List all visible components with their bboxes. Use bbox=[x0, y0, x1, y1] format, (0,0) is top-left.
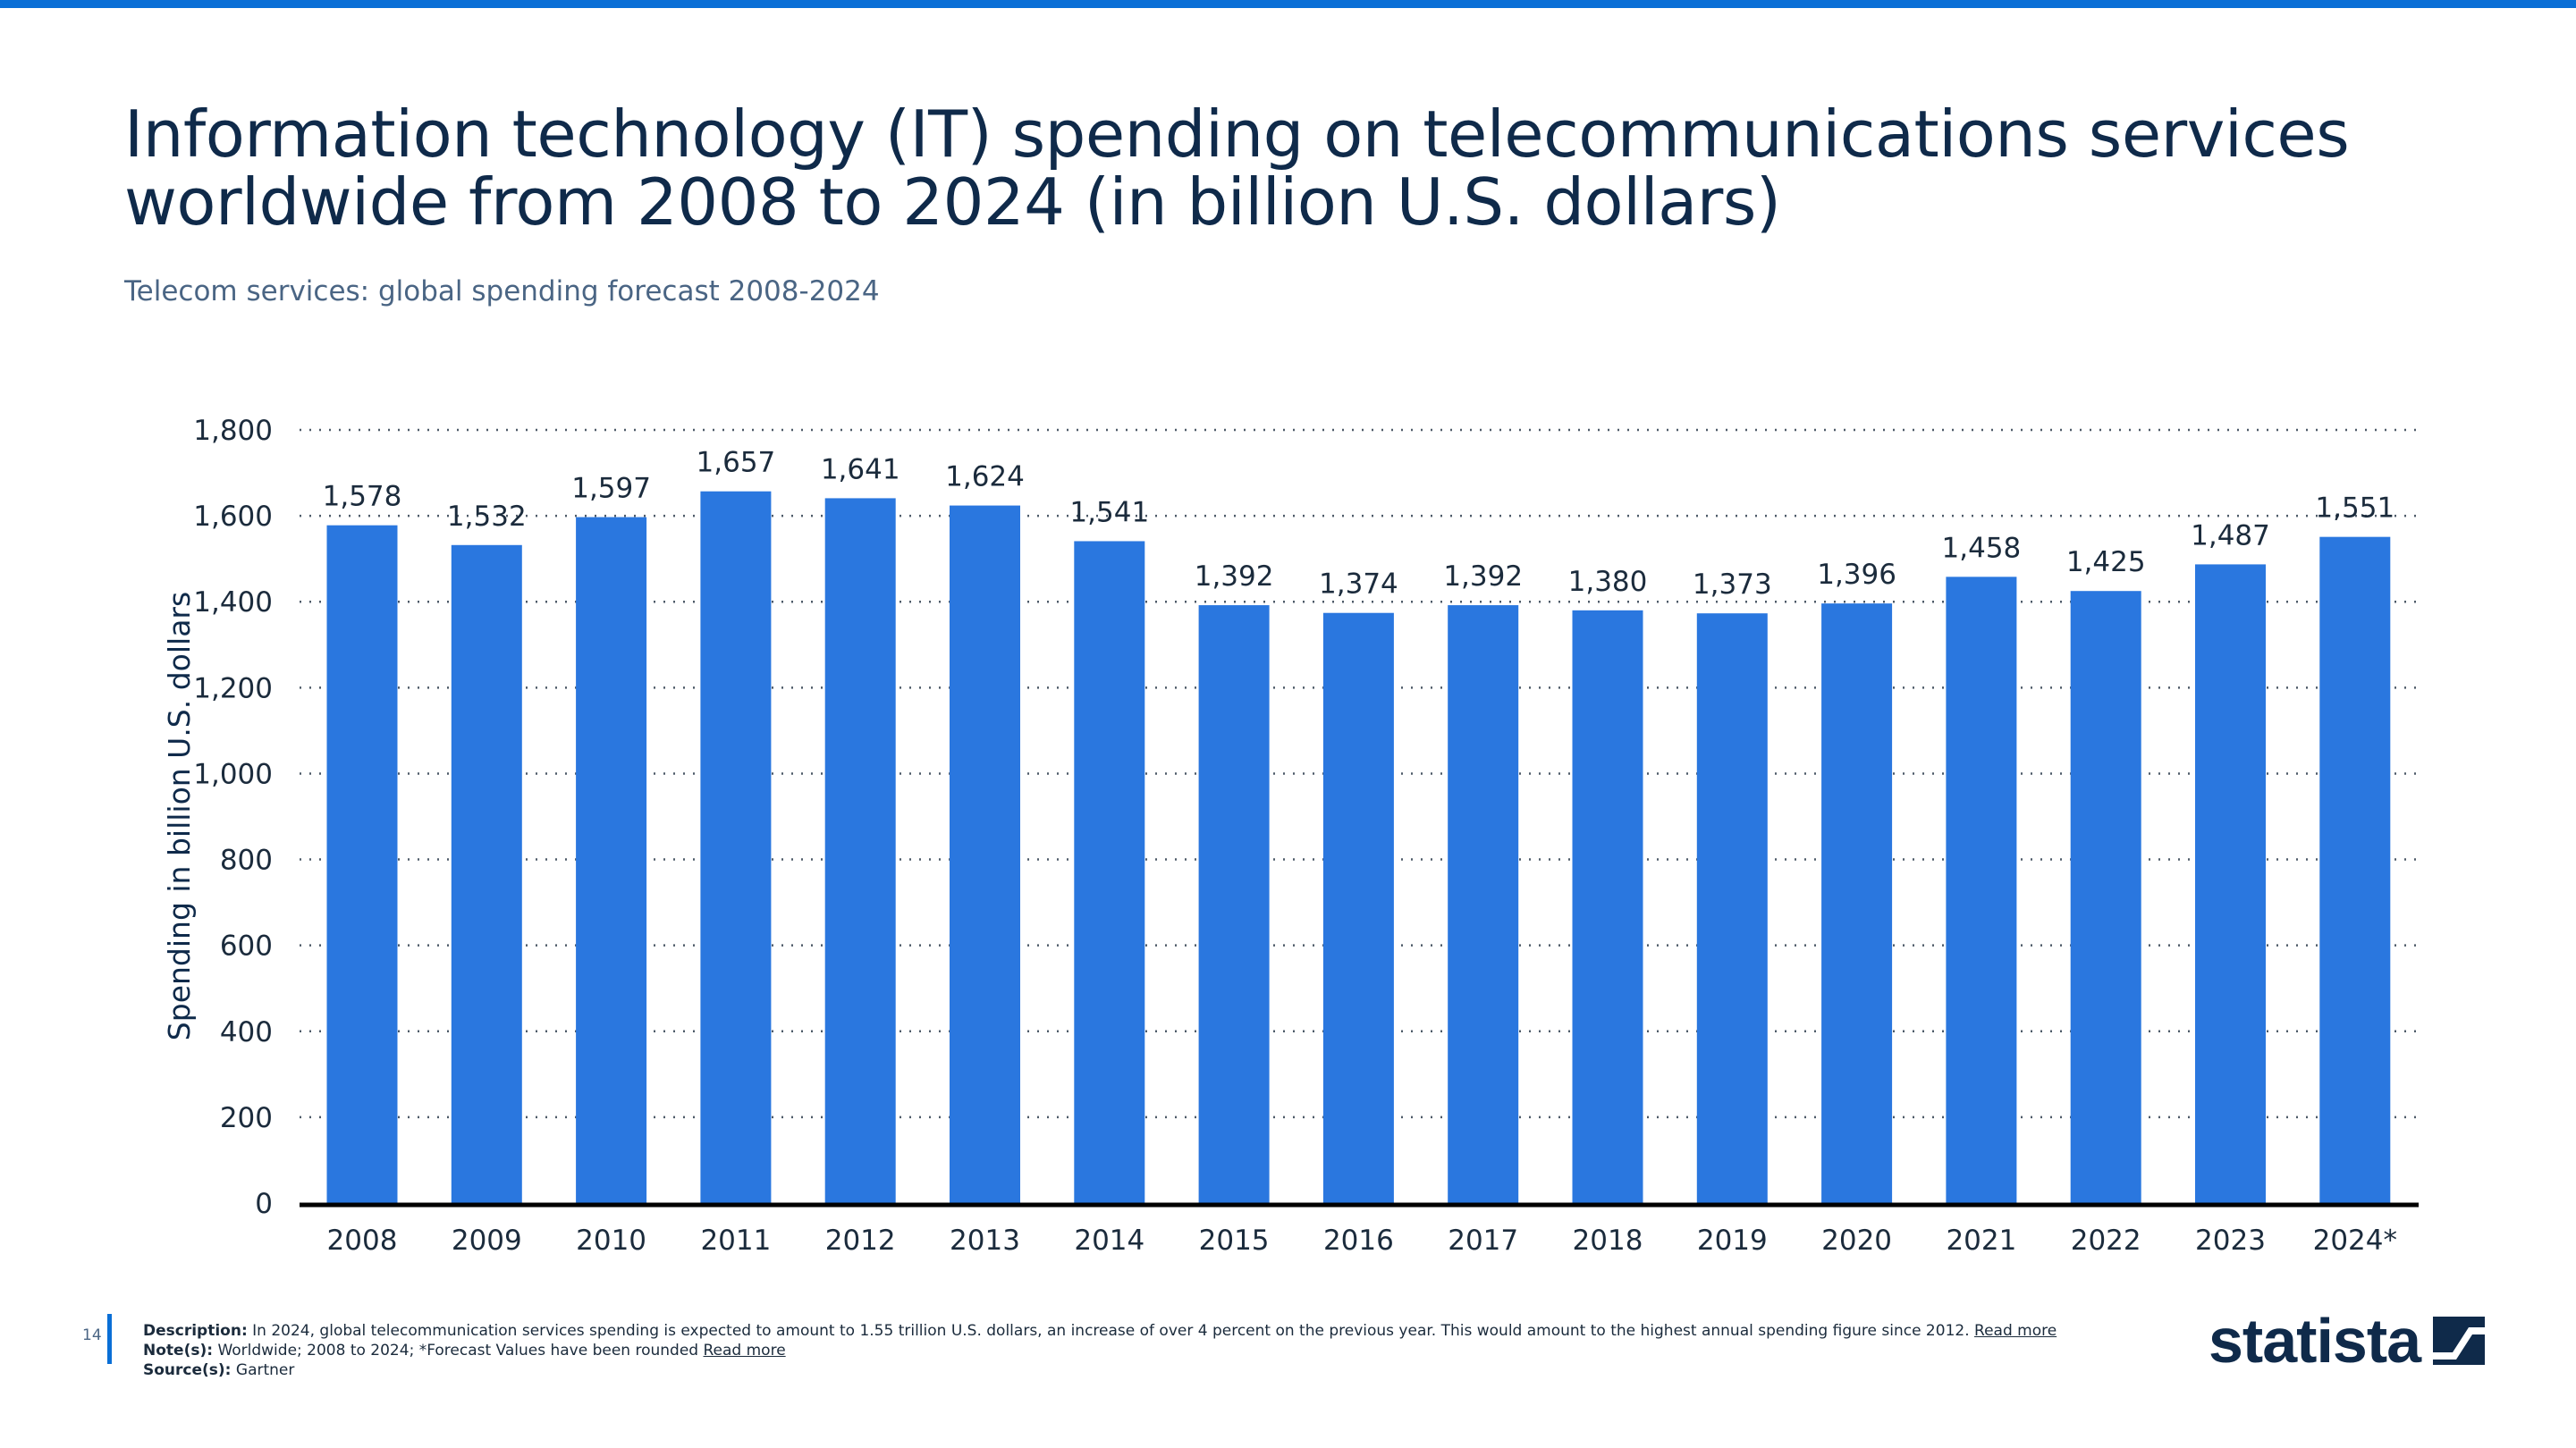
description-line: Description: In 2024, global telecommuni… bbox=[143, 1321, 2200, 1341]
x-tick-label: 2008 bbox=[327, 1225, 398, 1257]
x-tick-label: 2011 bbox=[700, 1225, 771, 1257]
page-number: 14 bbox=[82, 1326, 102, 1344]
y-tick-label: 1,400 bbox=[193, 586, 273, 619]
footer-notes: Description: In 2024, global telecommuni… bbox=[143, 1321, 2200, 1380]
y-tick-label: 200 bbox=[220, 1102, 273, 1134]
data-label: 1,392 bbox=[1195, 560, 1274, 593]
bar bbox=[1322, 612, 1394, 1203]
bar bbox=[1821, 603, 1893, 1203]
x-tick-label: 2022 bbox=[2071, 1225, 2141, 1257]
notes-text: Worldwide; 2008 to 2024; *Forecast Value… bbox=[217, 1342, 699, 1360]
bars bbox=[326, 491, 2391, 1203]
bar bbox=[950, 505, 1020, 1203]
data-label: 1,541 bbox=[1069, 496, 1149, 528]
x-tick-label: 2015 bbox=[1199, 1225, 1270, 1257]
data-label: 1,396 bbox=[1817, 559, 1896, 591]
page-accent-bar bbox=[107, 1314, 112, 1364]
bar bbox=[2070, 591, 2141, 1203]
data-label: 1,578 bbox=[323, 481, 402, 513]
bar bbox=[700, 491, 772, 1203]
x-tick-label: 2013 bbox=[950, 1225, 1020, 1257]
bar bbox=[576, 517, 647, 1203]
data-label: 1,532 bbox=[447, 501, 527, 533]
bar bbox=[1696, 613, 1768, 1203]
x-tick-label: 2017 bbox=[1448, 1225, 1518, 1257]
description-label: Description: bbox=[143, 1322, 248, 1340]
notes-read-more-link[interactable]: Read more bbox=[703, 1342, 786, 1360]
description-text: In 2024, global telecommunication servic… bbox=[252, 1322, 1970, 1340]
y-tick-label: 800 bbox=[220, 845, 273, 877]
top-accent-bar bbox=[0, 0, 2576, 8]
x-tick-label: 2009 bbox=[452, 1225, 522, 1257]
x-tick-label: 2019 bbox=[1697, 1225, 1768, 1257]
data-label: 1,373 bbox=[1693, 568, 1772, 601]
data-label: 1,657 bbox=[697, 447, 776, 479]
x-axis-ticks: 2008 2009 2010 2011 2012 2013 2014 2015 2016 2017… bbox=[327, 1225, 2397, 1257]
bar bbox=[1572, 610, 1643, 1203]
bar bbox=[824, 498, 896, 1203]
bar bbox=[326, 525, 398, 1203]
data-label: 1,425 bbox=[2066, 546, 2146, 578]
x-tick-label: 2020 bbox=[1821, 1225, 1892, 1257]
bar bbox=[451, 544, 522, 1203]
bar bbox=[1946, 577, 2017, 1203]
y-tick-label: 0 bbox=[255, 1188, 273, 1220]
y-tick-label: 1,200 bbox=[193, 672, 273, 704]
bar bbox=[1448, 605, 1519, 1203]
x-tick-label: 2018 bbox=[1573, 1225, 1643, 1257]
source-label: Source(s): bbox=[143, 1361, 232, 1379]
statista-logo: statista bbox=[2209, 1305, 2486, 1376]
y-tick-label: 1,000 bbox=[193, 758, 273, 790]
data-label: 1,380 bbox=[1568, 566, 1648, 598]
bar-chart: 0 200 400 600 800 1,000 1,200 1,400 1,600 1,800 1… bbox=[162, 415, 2419, 1257]
y-tick-label: 600 bbox=[220, 930, 273, 963]
x-tick-label: 2016 bbox=[1323, 1225, 1394, 1257]
x-tick-label: 2023 bbox=[2195, 1225, 2266, 1257]
statista-logo-text: statista bbox=[2209, 1306, 2421, 1376]
bar bbox=[1198, 605, 1270, 1203]
data-label: 1,641 bbox=[821, 453, 900, 485]
notes-label: Note(s): bbox=[143, 1342, 214, 1360]
y-axis-ticks: 0 200 400 600 800 1,000 1,200 1,400 1,600 1,800 bbox=[193, 415, 273, 1220]
source-text: Gartner bbox=[235, 1361, 295, 1379]
x-tick-label: 2010 bbox=[576, 1225, 646, 1257]
description-read-more-link[interactable]: Read more bbox=[1974, 1322, 2057, 1340]
x-tick-label: 2012 bbox=[825, 1225, 896, 1257]
x-tick-label: 2021 bbox=[1946, 1225, 2016, 1257]
y-tick-label: 1,600 bbox=[193, 501, 273, 533]
x-tick-label: 2014 bbox=[1074, 1225, 1144, 1257]
data-label: 1,487 bbox=[2191, 519, 2270, 551]
data-labels: 1,578 1,532 1,597 1,657 1,641 1,624 1,541 1,392… bbox=[323, 447, 2395, 601]
source-line: Source(s): Gartner bbox=[143, 1360, 2200, 1380]
data-label: 1,392 bbox=[1443, 560, 1523, 593]
data-label: 1,624 bbox=[945, 461, 1025, 493]
data-label: 1,458 bbox=[1942, 532, 2022, 564]
data-label: 1,374 bbox=[1319, 568, 1398, 601]
y-axis-label: Spending in billion U.S. dollars bbox=[162, 592, 197, 1040]
statista-logo-icon bbox=[2433, 1317, 2486, 1365]
y-tick-label: 1,800 bbox=[193, 415, 273, 447]
x-tick-label: 2024* bbox=[2313, 1225, 2397, 1257]
bar bbox=[1074, 541, 1145, 1203]
y-tick-label: 400 bbox=[220, 1016, 273, 1048]
chart-title: Information technology (IT) spending on … bbox=[124, 97, 2350, 240]
data-label: 1,597 bbox=[571, 473, 651, 505]
bar bbox=[2319, 536, 2391, 1203]
chart-subtitle: Telecom services: global spending foreca… bbox=[124, 275, 880, 307]
bar bbox=[2195, 564, 2266, 1203]
notes-line: Note(s): Worldwide; 2008 to 2024; *Forec… bbox=[143, 1341, 2200, 1360]
data-label: 1,551 bbox=[2315, 492, 2394, 525]
